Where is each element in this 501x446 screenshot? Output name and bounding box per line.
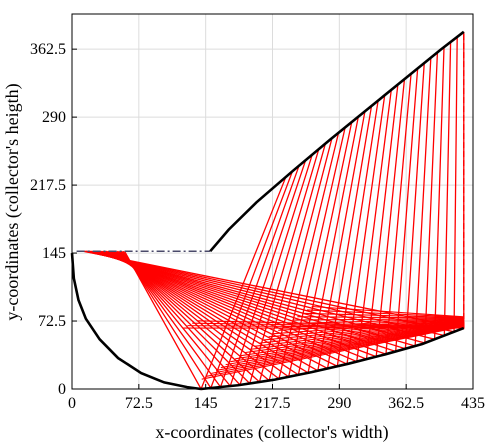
x-tick-label-2: 145: [194, 395, 218, 412]
x-axis-label: x-coordinates (collector's width): [155, 422, 388, 443]
y-axis-label: y-coordinates (collector's heigth): [2, 83, 23, 320]
ray-7: [114, 138, 332, 380]
y-tick-label-0: 0: [58, 381, 66, 398]
y-tick-label-5: 362.5: [30, 41, 66, 58]
ray-8: [112, 133, 338, 379]
ray-22: [91, 58, 431, 346]
y-tick-label-3: 217.5: [30, 177, 66, 194]
y-tick-label-1: 72.5: [38, 313, 66, 330]
x-tick-label-1: 72.5: [125, 395, 153, 412]
x-tick-label-0: 0: [68, 395, 76, 412]
y-tick-label-2: 145: [42, 245, 66, 262]
y-tick-label-4: 290: [42, 109, 66, 126]
ray-traces: [83, 32, 464, 389]
x-tick-label-6: 435: [461, 395, 485, 412]
x-tick-label-4: 290: [327, 395, 351, 412]
x-tick-label-5: 362.5: [388, 395, 424, 412]
x-tick-label-3: 217.5: [255, 395, 291, 412]
